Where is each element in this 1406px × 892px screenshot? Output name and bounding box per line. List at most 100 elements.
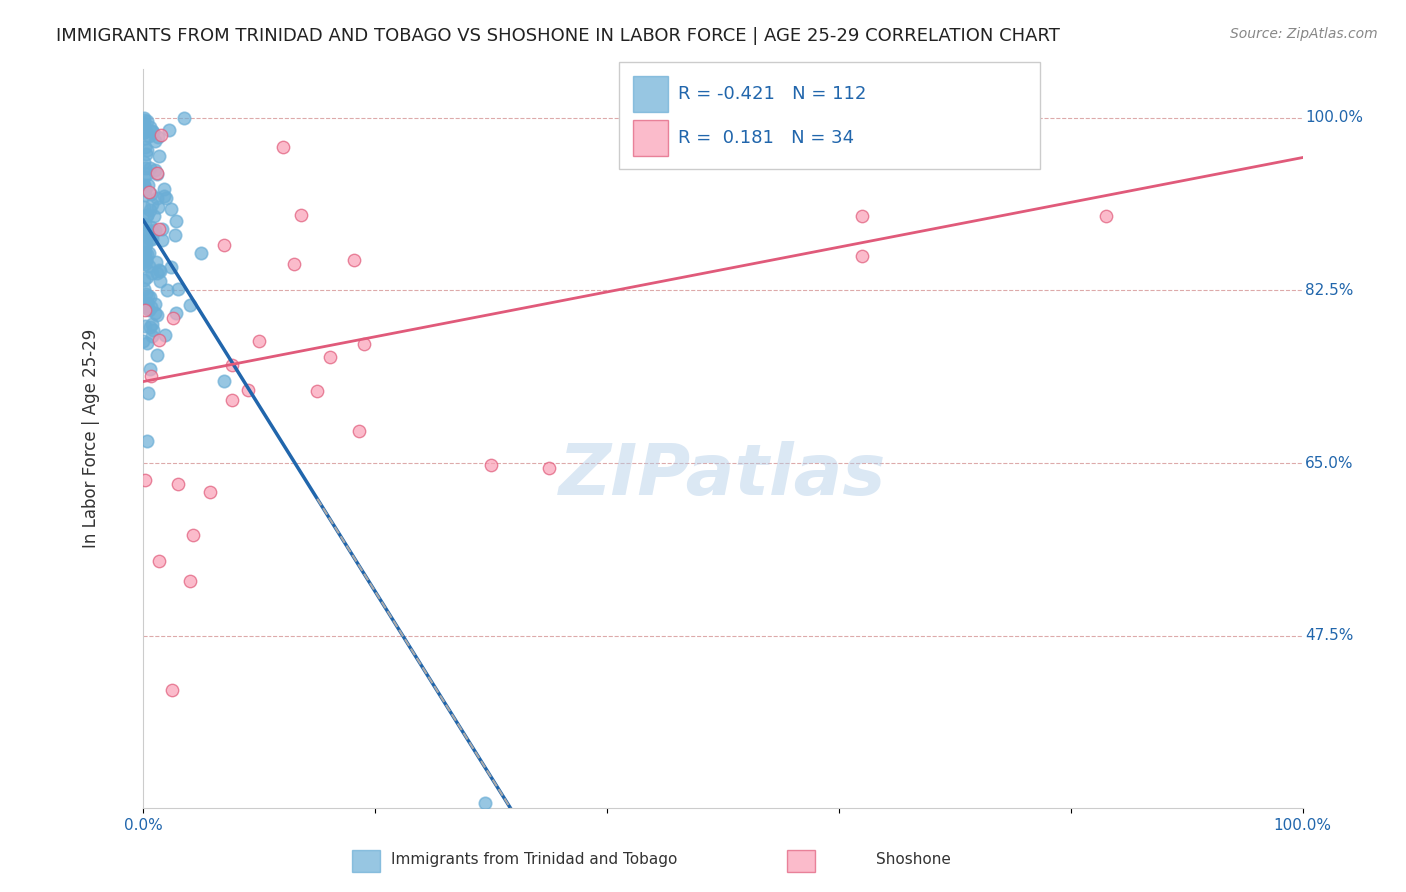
Point — [134, 235, 156, 249]
Point — [134, 245, 156, 260]
Point — [143, 162, 166, 177]
Point — [190, 246, 212, 260]
Point — [134, 319, 156, 334]
Point — [307, 384, 329, 399]
Point — [145, 306, 167, 320]
Point — [134, 224, 156, 238]
Point — [148, 262, 170, 277]
Point — [318, 350, 340, 364]
Point — [198, 485, 221, 500]
Point — [141, 231, 163, 245]
Point — [136, 297, 159, 311]
Point — [146, 266, 169, 280]
Point — [132, 244, 155, 259]
Point — [139, 300, 162, 314]
Point — [135, 146, 157, 161]
Point — [134, 139, 156, 153]
Point — [247, 334, 270, 349]
Point — [155, 328, 177, 343]
Point — [167, 282, 190, 296]
Point — [134, 254, 156, 268]
Point — [290, 208, 312, 222]
Point — [134, 154, 156, 169]
Point — [148, 554, 170, 568]
Text: Shoshone: Shoshone — [876, 852, 952, 867]
Point — [139, 232, 162, 246]
Point — [139, 219, 162, 234]
Text: 100.0%: 100.0% — [1274, 818, 1331, 833]
Point — [142, 226, 165, 240]
Point — [851, 209, 873, 223]
Point — [179, 297, 201, 311]
Point — [138, 259, 160, 273]
Point — [134, 217, 156, 231]
Text: 100.0%: 100.0% — [1305, 111, 1362, 126]
Point — [132, 282, 155, 296]
Point — [139, 161, 162, 175]
Point — [135, 252, 157, 267]
Point — [146, 130, 169, 145]
Point — [221, 358, 243, 372]
Point — [145, 254, 167, 268]
Point — [148, 333, 170, 347]
Point — [134, 239, 156, 253]
Point — [141, 317, 163, 331]
Point — [157, 123, 180, 137]
Point — [141, 329, 163, 343]
Point — [153, 181, 176, 195]
Point — [132, 125, 155, 139]
Point — [139, 186, 162, 201]
Text: R = -0.421   N = 112: R = -0.421 N = 112 — [678, 85, 866, 103]
Point — [150, 128, 173, 142]
Text: 82.5%: 82.5% — [1305, 283, 1354, 298]
Point — [271, 139, 294, 153]
Point — [135, 252, 157, 267]
Point — [143, 209, 166, 223]
Point — [349, 424, 371, 438]
Point — [138, 185, 160, 199]
Point — [135, 434, 157, 449]
Point — [165, 306, 187, 320]
Point — [139, 120, 162, 134]
Point — [165, 214, 187, 228]
Point — [1094, 210, 1116, 224]
Point — [221, 392, 243, 407]
Point — [134, 302, 156, 317]
Point — [138, 319, 160, 334]
Point — [160, 202, 183, 216]
Point — [134, 188, 156, 202]
Text: 0.0%: 0.0% — [124, 818, 163, 833]
Point — [139, 369, 162, 384]
Point — [162, 311, 184, 326]
Point — [132, 125, 155, 139]
Point — [134, 183, 156, 197]
Text: 47.5%: 47.5% — [1305, 628, 1354, 643]
Point — [132, 334, 155, 348]
Point — [173, 111, 195, 125]
Point — [160, 260, 183, 274]
Point — [141, 124, 163, 138]
Text: Source: ZipAtlas.com: Source: ZipAtlas.com — [1230, 27, 1378, 41]
Point — [135, 208, 157, 222]
Point — [148, 149, 170, 163]
Point — [135, 236, 157, 251]
Point — [146, 167, 169, 181]
Point — [135, 114, 157, 128]
Point — [132, 299, 155, 313]
Point — [138, 128, 160, 143]
Point — [138, 302, 160, 317]
Point — [141, 225, 163, 239]
Point — [155, 191, 177, 205]
Point — [136, 288, 159, 302]
Point — [148, 200, 170, 214]
Point — [132, 201, 155, 215]
Point — [132, 178, 155, 193]
Point — [134, 161, 156, 176]
Text: In Labor Force | Age 25-29: In Labor Force | Age 25-29 — [82, 329, 100, 548]
Point — [149, 275, 172, 289]
Point — [139, 202, 162, 217]
Point — [134, 473, 156, 487]
Point — [145, 308, 167, 322]
Text: Immigrants from Trinidad and Tobago: Immigrants from Trinidad and Tobago — [391, 852, 678, 867]
Point — [136, 385, 159, 400]
